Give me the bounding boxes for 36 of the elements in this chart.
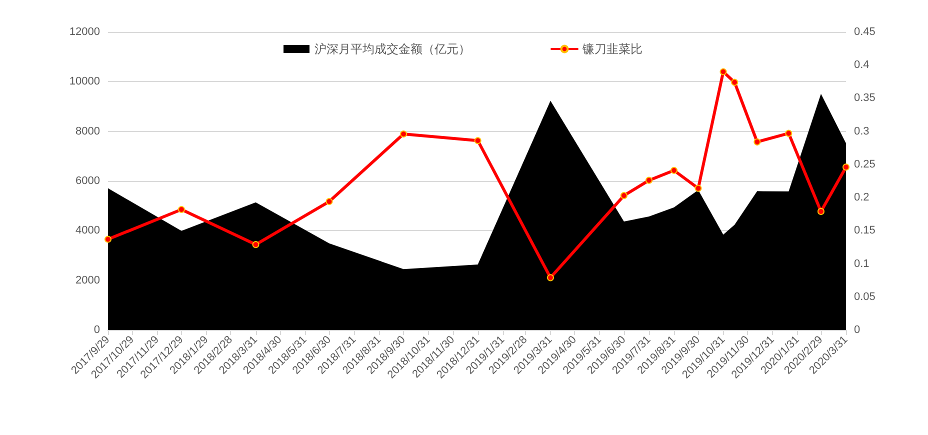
legend-label: 沪深月平均成交金额（亿元） [314,42,470,56]
y2-tick-label: 0.4 [854,59,870,72]
point [178,206,185,213]
point [326,198,333,206]
y2-tick-label: 0.1 [854,258,870,270]
point [670,166,678,174]
y2-tick-label: 0.35 [854,92,876,104]
y-tick-label: 0 [94,324,100,336]
point [620,192,628,200]
y2-tick-label: 0.15 [854,224,876,237]
point [645,176,652,184]
y-tick-label: 6000 [76,175,100,187]
y-tick-label: 2000 [76,274,100,286]
point [785,130,792,137]
y2-tick-label: 0.45 [854,26,876,38]
point [720,68,727,76]
point [754,138,761,146]
y2-tick-label: 0.2 [854,192,870,204]
point [731,78,738,86]
legend-label: 镰刀韭菜比 [582,42,642,56]
point [104,236,112,243]
point [817,208,824,215]
y2-tick-label: 0.3 [854,125,870,138]
y-tick-label: 10000 [69,76,100,88]
y2-tick-label: 0.25 [854,158,876,170]
y-tick-label: 8000 [76,125,100,138]
point [546,274,554,282]
point [252,241,260,248]
point [400,130,408,138]
y2-tick-label: 0.05 [854,290,876,303]
y-tick-label: 12000 [69,26,100,38]
point [474,137,482,144]
point [694,184,702,192]
point [842,164,850,171]
y2-tick-label: 0 [854,324,860,336]
y-tick-label: 4000 [76,224,100,237]
